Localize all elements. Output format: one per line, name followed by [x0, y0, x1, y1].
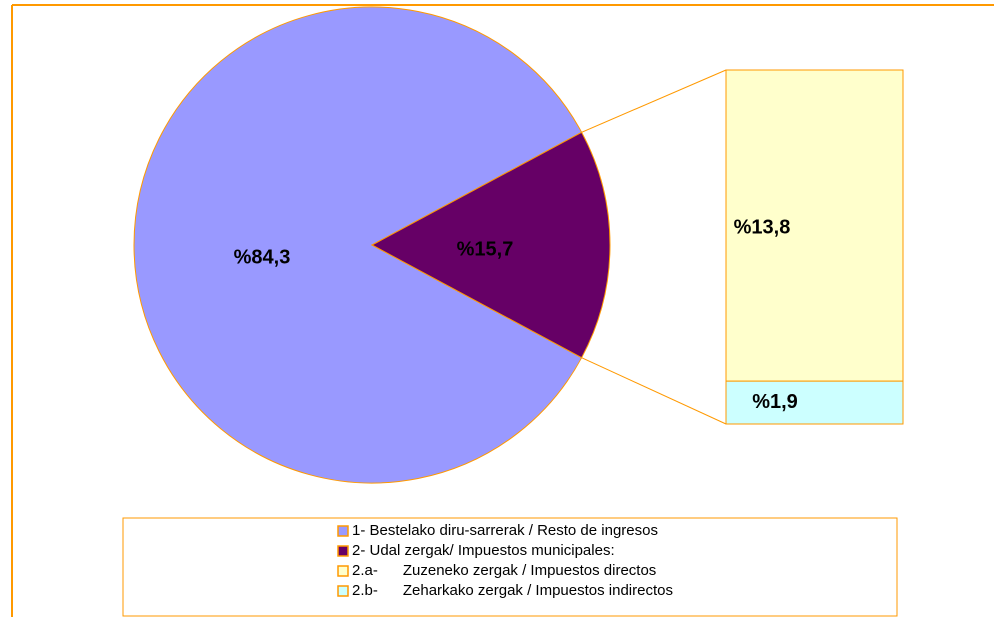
pie-slice	[370, 131, 611, 359]
bar-segment	[725, 380, 904, 425]
legend-label: 2.a- Zuzeneko zergak / Impuestos directo…	[352, 562, 656, 579]
pie-slice	[133, 6, 583, 484]
legend-label: 1- Bestelako diru-sarrerak / Resto de in…	[352, 522, 658, 539]
legend-marker	[337, 525, 349, 537]
legend-marker	[337, 565, 349, 577]
legend-label: 2- Udal zergak/ Impuestos municipales:	[352, 542, 615, 559]
data-label: %1,9	[752, 391, 798, 413]
data-label: %15,7	[457, 238, 514, 260]
legend-label: 2.b- Zeharkako zergak / Impuestos indire…	[352, 582, 673, 599]
legend-marker	[337, 545, 349, 557]
data-label: %13,8	[734, 216, 791, 238]
connector	[581, 357, 727, 425]
legend-box	[122, 517, 898, 617]
bar-segment	[725, 69, 904, 382]
legend-marker	[337, 585, 349, 597]
data-label: %84,3	[234, 246, 291, 268]
connector	[581, 69, 727, 133]
